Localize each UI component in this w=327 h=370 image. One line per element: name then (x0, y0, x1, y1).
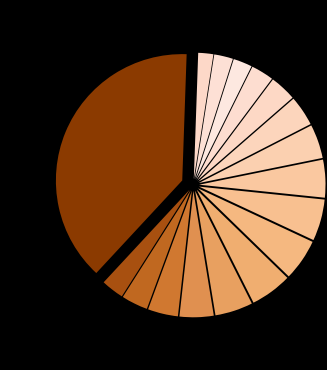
Wedge shape (199, 125, 323, 183)
Wedge shape (56, 54, 187, 273)
Wedge shape (199, 186, 325, 240)
Wedge shape (199, 159, 325, 198)
Wedge shape (198, 99, 311, 182)
Wedge shape (197, 80, 293, 181)
Wedge shape (104, 190, 190, 296)
Wedge shape (194, 53, 214, 179)
Wedge shape (197, 190, 287, 303)
Wedge shape (148, 191, 192, 316)
Wedge shape (195, 54, 233, 179)
Wedge shape (123, 190, 191, 309)
Wedge shape (196, 67, 272, 180)
Wedge shape (180, 191, 214, 317)
Wedge shape (196, 59, 251, 179)
Wedge shape (198, 188, 313, 276)
Wedge shape (195, 191, 252, 315)
